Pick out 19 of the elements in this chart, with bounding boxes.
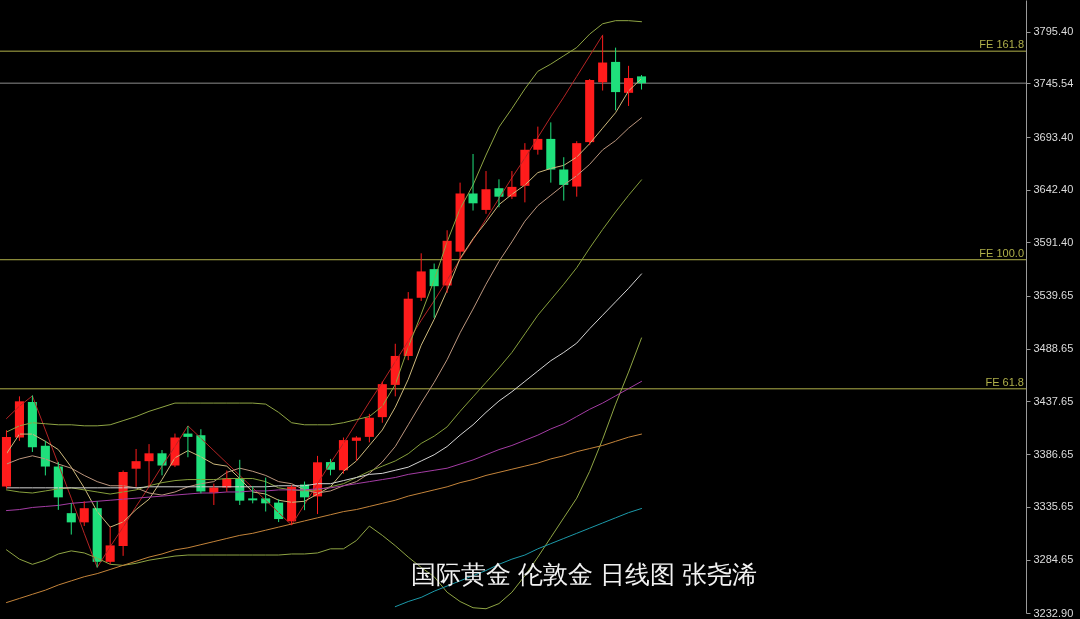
y-tick-label: 3539.65 — [1033, 289, 1074, 302]
y-tick-label: 3335.65 — [1033, 500, 1074, 513]
annotation: 国际黄金 伦敦金 日线图 张尧浠 — [411, 560, 757, 588]
y-tick-label: 3284.65 — [1033, 553, 1074, 566]
line-series — [5, 380, 643, 512]
y-tick-label: 3386.65 — [1033, 447, 1074, 460]
y-tick-label: 3795.40 — [1033, 25, 1074, 38]
line-series — [5, 117, 643, 496]
y-tick-label: 3693.40 — [1033, 130, 1074, 143]
y-tick-label: 3232.90 — [1033, 606, 1074, 619]
candlestick — [416, 252, 426, 302]
ref-line-label: FE 100.0 — [979, 246, 1024, 259]
y-tick-label: 3745.54 — [1033, 76, 1074, 89]
y-tick-label: 3642.40 — [1033, 183, 1074, 196]
ref-line-label: FE 61.8 — [985, 375, 1024, 388]
y-tick-label: 3488.65 — [1033, 342, 1074, 355]
y-tick-label: 3437.65 — [1033, 394, 1074, 407]
ref-line-label: FE 161.8 — [979, 38, 1024, 51]
y-tick-label: 3591.40 — [1033, 235, 1074, 248]
